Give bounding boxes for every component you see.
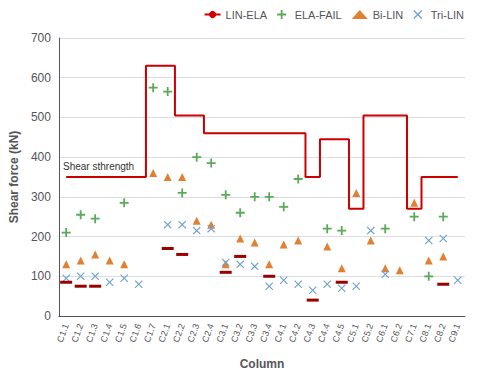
svg-text:C2.4: C2.4 bbox=[200, 322, 216, 344]
svg-text:600: 600 bbox=[31, 71, 51, 85]
svg-text:C1.6: C1.6 bbox=[127, 322, 144, 344]
svg-text:0: 0 bbox=[44, 309, 51, 323]
svg-text:Tri-LIN: Tri-LIN bbox=[431, 9, 464, 21]
svg-text:C2.1: C2.1 bbox=[156, 322, 173, 344]
svg-text:C3.1: C3.1 bbox=[214, 322, 231, 344]
svg-text:300: 300 bbox=[31, 190, 51, 204]
svg-text:C3.2: C3.2 bbox=[229, 322, 245, 344]
svg-text:C8.2: C8.2 bbox=[432, 322, 448, 344]
svg-text:Column: Column bbox=[240, 357, 285, 371]
svg-text:C6.2: C6.2 bbox=[388, 322, 405, 344]
svg-text:C1.4: C1.4 bbox=[98, 322, 115, 344]
svg-text:C1.7: C1.7 bbox=[142, 322, 158, 344]
svg-text:C1.2: C1.2 bbox=[69, 322, 86, 344]
svg-text:Shear force (kN): Shear force (kN) bbox=[7, 131, 21, 224]
svg-text:C3.3: C3.3 bbox=[243, 322, 260, 344]
svg-text:C4.4: C4.4 bbox=[316, 322, 332, 344]
svg-text:Bi-LIN: Bi-LIN bbox=[373, 9, 404, 21]
svg-text:C2.3: C2.3 bbox=[185, 322, 202, 344]
svg-text:200: 200 bbox=[31, 230, 51, 244]
svg-text:C1.1: C1.1 bbox=[55, 322, 71, 344]
svg-text:ELA-FAIL: ELA-FAIL bbox=[295, 9, 342, 21]
svg-text:100: 100 bbox=[31, 269, 51, 283]
svg-text:C4.5: C4.5 bbox=[330, 322, 347, 344]
svg-text:C4.1: C4.1 bbox=[272, 322, 289, 344]
svg-text:C1.3: C1.3 bbox=[84, 322, 100, 344]
svg-text:C3.4: C3.4 bbox=[258, 322, 274, 344]
svg-text:LIN-ELA: LIN-ELA bbox=[226, 9, 268, 21]
svg-text:C6.1: C6.1 bbox=[374, 322, 390, 344]
svg-text:C5.2: C5.2 bbox=[359, 322, 376, 344]
svg-text:C4.3: C4.3 bbox=[301, 322, 318, 344]
svg-text:700: 700 bbox=[31, 31, 51, 45]
svg-text:C4.2: C4.2 bbox=[287, 322, 303, 344]
svg-text:C8.1: C8.1 bbox=[417, 322, 434, 344]
svg-text:C2.2: C2.2 bbox=[171, 322, 187, 344]
svg-text:Shear sthrength: Shear sthrength bbox=[63, 161, 134, 172]
svg-text:C9.1: C9.1 bbox=[447, 322, 463, 343]
svg-text:C1.5: C1.5 bbox=[113, 322, 129, 344]
svg-text:500: 500 bbox=[31, 110, 51, 124]
svg-text:400: 400 bbox=[31, 150, 51, 164]
svg-text:C5.1: C5.1 bbox=[345, 322, 361, 344]
svg-text:C7.1: C7.1 bbox=[403, 322, 419, 344]
